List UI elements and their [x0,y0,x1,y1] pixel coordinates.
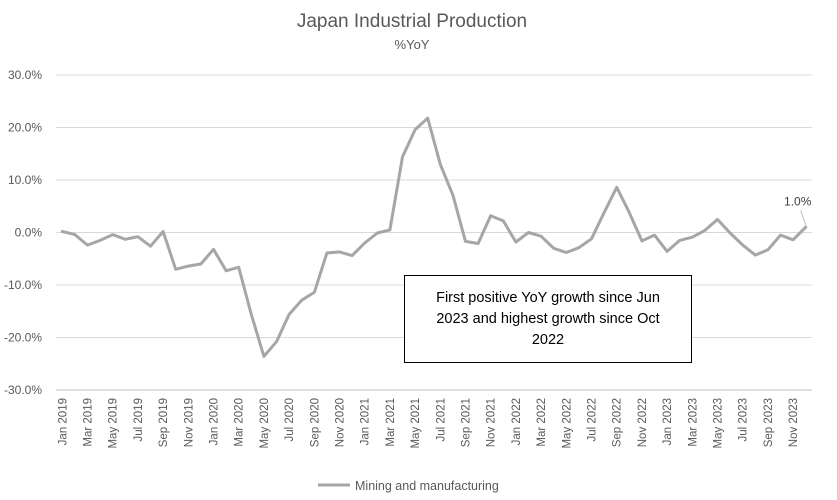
x-tick-label: Sep 2022 [612,398,624,447]
series-layer [60,116,808,358]
x-tick-label: Jul 2020 [284,398,296,441]
x-tick-label: Mar 2020 [234,398,246,447]
x-tick-label: Nov 2019 [183,398,195,447]
x-tick-label: Mar 2021 [385,398,397,447]
x-tick-label: Jan 2019 [57,398,69,445]
x-tick-label: Mar 2019 [83,398,95,447]
y-tick-label: -10.0% [4,278,42,292]
x-tick-label: Sep 2020 [309,398,321,447]
x-tick-label: Sep 2023 [763,398,775,447]
y-tick-label: 0.0% [15,226,43,240]
y-tick-label: -30.0% [4,383,42,397]
chart-subtitle: %YoY [395,37,430,52]
y-axis-ticks: 30.0% 20.0% 10.0% 0.0% -10.0% -20.0% -30.0% [4,68,42,397]
y-tick-label: 10.0% [8,173,42,187]
data-labels: 1.0% [784,194,812,226]
x-tick-label: Jul 2022 [587,398,599,441]
x-tick-label: Nov 2022 [637,398,649,447]
x-tick-label: May 2021 [410,398,422,449]
data-label-leader [800,210,807,226]
x-tick-label: Jul 2019 [133,398,145,441]
series-line [60,116,808,358]
chart-title: Japan Industrial Production [297,11,527,32]
x-tick-label: Sep 2021 [461,398,473,447]
x-tick-label: Nov 2023 [788,398,800,447]
x-tick-label: May 2020 [259,398,271,449]
x-tick-label: May 2019 [108,398,120,449]
x-tick-label: Sep 2019 [158,398,170,447]
data-label: 1.0% [784,194,812,208]
legend: Mining and manufacturing [318,479,499,493]
annotation-text: First positive YoY growth since Jun 2023… [436,289,660,348]
x-tick-label: Jan 2022 [511,398,523,445]
y-tick-label: 30.0% [8,68,42,82]
x-tick-label: May 2023 [713,398,725,449]
y-tick-label: 20.0% [8,121,42,135]
y-tick-label: -20.0% [4,331,42,345]
annotation-box: First positive YoY growth since Jun 2023… [404,275,692,363]
x-tick-label: Jan 2021 [360,398,372,445]
legend-label: Mining and manufacturing [355,479,499,493]
x-tick-label: Jan 2020 [209,398,221,445]
x-tick-label: Nov 2021 [486,398,498,447]
x-tick-label: Jul 2021 [435,398,447,441]
x-tick-label: Jul 2023 [738,398,750,441]
x-tick-label: Jan 2023 [662,398,674,445]
x-tick-label: Mar 2023 [687,398,699,447]
x-tick-label: Nov 2020 [335,398,347,447]
x-tick-label: May 2022 [561,398,573,449]
x-tick-label: Mar 2022 [536,398,548,447]
x-axis-ticks: Jan 2019 Mar 2019 May 2019 Jul 2019 Sep 2019… [57,398,800,449]
